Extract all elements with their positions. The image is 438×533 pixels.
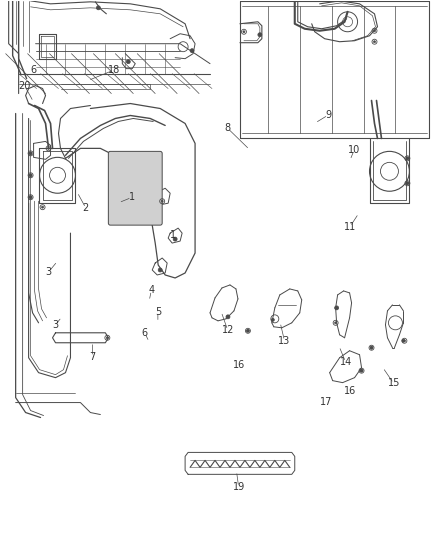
Circle shape [42,206,43,208]
Text: 16: 16 [233,360,245,370]
Circle shape [271,318,274,321]
Circle shape [96,6,100,10]
Circle shape [48,148,49,149]
Text: 8: 8 [225,123,231,133]
Circle shape [106,337,108,339]
Circle shape [158,268,162,272]
Circle shape [247,329,249,332]
Text: 9: 9 [325,110,331,120]
Text: 7: 7 [89,352,95,362]
Circle shape [190,49,194,53]
Circle shape [374,41,375,43]
Text: 10: 10 [348,144,360,155]
Text: 6: 6 [30,65,36,75]
Text: 4: 4 [148,285,154,295]
Circle shape [173,237,177,241]
Circle shape [402,340,405,342]
Circle shape [29,196,32,199]
Text: 12: 12 [222,325,234,335]
Text: 13: 13 [279,336,291,346]
Circle shape [406,157,408,159]
Text: 14: 14 [339,357,352,367]
Text: 3: 3 [46,267,52,277]
Circle shape [406,182,408,184]
Text: 16: 16 [344,386,356,397]
Circle shape [29,174,32,177]
Text: 18: 18 [108,65,120,75]
FancyBboxPatch shape [108,151,162,225]
Circle shape [226,315,230,319]
Circle shape [406,157,409,160]
Circle shape [126,60,130,63]
Text: 19: 19 [233,482,245,492]
Text: 6: 6 [142,328,148,338]
Circle shape [360,370,363,372]
Circle shape [370,346,373,349]
Circle shape [360,369,363,372]
Text: 15: 15 [388,378,400,389]
Circle shape [30,196,32,198]
Text: 11: 11 [344,222,356,232]
Text: 5: 5 [155,306,161,317]
Circle shape [258,33,262,37]
Circle shape [161,200,163,202]
Text: 17: 17 [320,397,332,407]
Circle shape [29,152,32,155]
Circle shape [371,347,372,349]
Text: 20: 20 [18,81,31,91]
Circle shape [243,31,245,33]
Circle shape [406,182,409,185]
Text: 2: 2 [83,203,89,213]
Circle shape [374,30,375,32]
Circle shape [335,322,337,324]
Text: 1: 1 [129,192,135,203]
Circle shape [30,152,32,155]
Circle shape [403,340,406,342]
Circle shape [335,306,339,310]
Circle shape [247,330,249,332]
Text: 3: 3 [52,320,58,330]
Circle shape [30,174,32,176]
Text: 1: 1 [170,230,176,240]
